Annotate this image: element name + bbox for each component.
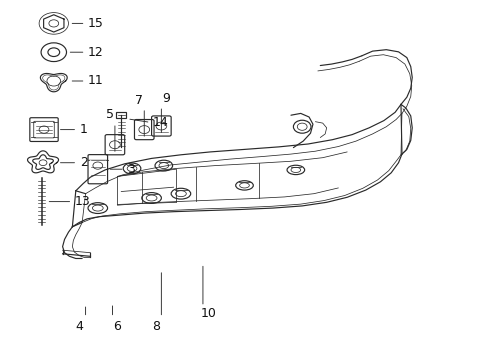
Text: 13: 13: [75, 195, 90, 208]
Text: 4: 4: [76, 320, 83, 333]
Text: 5: 5: [106, 108, 114, 121]
Text: 6: 6: [113, 320, 121, 333]
Text: 10: 10: [201, 307, 216, 320]
Text: 7: 7: [135, 94, 143, 107]
Text: 1: 1: [80, 123, 87, 136]
Text: 2: 2: [80, 156, 87, 169]
Text: 12: 12: [88, 46, 103, 59]
Text: 8: 8: [152, 320, 160, 333]
Text: 11: 11: [88, 75, 103, 87]
Text: 9: 9: [162, 92, 170, 105]
Text: 3: 3: [127, 163, 135, 176]
Text: 14: 14: [153, 116, 168, 129]
Text: 15: 15: [88, 17, 103, 30]
